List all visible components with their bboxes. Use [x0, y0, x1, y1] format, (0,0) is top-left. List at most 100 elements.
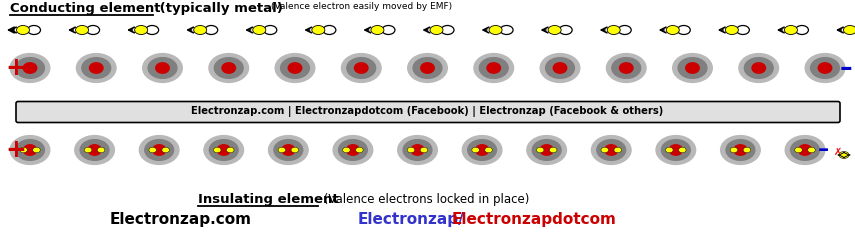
- Ellipse shape: [227, 147, 234, 153]
- Ellipse shape: [222, 63, 235, 73]
- Ellipse shape: [23, 63, 37, 73]
- Ellipse shape: [745, 58, 773, 78]
- Ellipse shape: [475, 145, 489, 155]
- Ellipse shape: [485, 147, 492, 153]
- Text: Electronzap.com | Electronzapdotcom (Facebook) | Electronzap (Facebook & others): Electronzap.com | Electronzapdotcom (Fac…: [191, 106, 663, 117]
- FancyBboxPatch shape: [16, 102, 840, 123]
- Ellipse shape: [553, 63, 567, 73]
- Ellipse shape: [601, 147, 609, 153]
- Ellipse shape: [656, 136, 696, 165]
- Ellipse shape: [23, 145, 37, 155]
- Ellipse shape: [343, 147, 351, 153]
- Ellipse shape: [10, 54, 50, 82]
- Ellipse shape: [620, 63, 633, 73]
- Ellipse shape: [489, 25, 502, 35]
- Ellipse shape: [413, 58, 442, 78]
- Ellipse shape: [839, 151, 849, 159]
- Ellipse shape: [85, 147, 91, 153]
- Ellipse shape: [607, 25, 620, 35]
- Ellipse shape: [355, 63, 368, 73]
- Ellipse shape: [666, 25, 679, 35]
- Ellipse shape: [725, 25, 739, 35]
- Ellipse shape: [10, 136, 50, 165]
- Ellipse shape: [82, 58, 110, 78]
- Ellipse shape: [420, 147, 428, 153]
- Text: Insulating element: Insulating element: [198, 193, 339, 206]
- Ellipse shape: [533, 140, 561, 160]
- Ellipse shape: [274, 140, 303, 160]
- Ellipse shape: [480, 58, 508, 78]
- Ellipse shape: [341, 54, 381, 82]
- Ellipse shape: [162, 147, 169, 153]
- Text: +: +: [5, 138, 26, 162]
- Text: Electronzapdotcom: Electronzapdotcom: [452, 212, 616, 227]
- Ellipse shape: [215, 58, 243, 78]
- Ellipse shape: [80, 140, 109, 160]
- Ellipse shape: [346, 145, 360, 155]
- Ellipse shape: [76, 54, 116, 82]
- Ellipse shape: [468, 140, 497, 160]
- Ellipse shape: [430, 25, 443, 35]
- Text: (Valence electrons locked in place): (Valence electrons locked in place): [320, 193, 529, 206]
- Ellipse shape: [743, 147, 751, 153]
- Ellipse shape: [421, 63, 434, 73]
- Ellipse shape: [152, 145, 166, 155]
- Ellipse shape: [278, 147, 286, 153]
- Ellipse shape: [540, 145, 553, 155]
- Ellipse shape: [281, 145, 295, 155]
- Ellipse shape: [291, 147, 298, 153]
- Ellipse shape: [818, 63, 832, 73]
- Ellipse shape: [90, 63, 103, 73]
- Text: –: –: [840, 56, 852, 80]
- Ellipse shape: [808, 147, 815, 153]
- Ellipse shape: [75, 25, 89, 35]
- Ellipse shape: [143, 54, 182, 82]
- Ellipse shape: [15, 58, 44, 78]
- Ellipse shape: [97, 147, 105, 153]
- Ellipse shape: [487, 63, 500, 73]
- Ellipse shape: [403, 140, 432, 160]
- Text: (Valence electron easily moved by EMF): (Valence electron easily moved by EMF): [271, 2, 452, 11]
- Ellipse shape: [398, 136, 437, 165]
- Ellipse shape: [214, 147, 221, 153]
- Ellipse shape: [597, 140, 626, 160]
- Ellipse shape: [669, 145, 682, 155]
- Ellipse shape: [280, 58, 310, 78]
- Ellipse shape: [463, 136, 502, 165]
- Ellipse shape: [474, 54, 514, 82]
- Ellipse shape: [673, 54, 712, 82]
- Ellipse shape: [32, 147, 40, 153]
- Ellipse shape: [550, 147, 557, 153]
- Ellipse shape: [339, 140, 368, 160]
- Ellipse shape: [217, 145, 231, 155]
- Ellipse shape: [139, 136, 179, 165]
- Ellipse shape: [686, 63, 699, 73]
- Ellipse shape: [795, 147, 802, 153]
- Text: Conducting element: Conducting element: [10, 2, 161, 15]
- Ellipse shape: [371, 25, 384, 35]
- Ellipse shape: [726, 140, 755, 160]
- Text: Electronzap/: Electronzap/: [358, 212, 465, 227]
- Ellipse shape: [548, 25, 561, 35]
- Ellipse shape: [268, 136, 308, 165]
- Ellipse shape: [527, 136, 567, 165]
- Ellipse shape: [791, 140, 819, 160]
- Ellipse shape: [134, 25, 148, 35]
- Ellipse shape: [148, 58, 177, 78]
- Ellipse shape: [288, 63, 302, 73]
- Ellipse shape: [209, 54, 249, 82]
- Ellipse shape: [20, 147, 27, 153]
- Ellipse shape: [811, 58, 840, 78]
- Ellipse shape: [407, 147, 415, 153]
- Ellipse shape: [730, 147, 738, 153]
- Ellipse shape: [209, 140, 239, 160]
- Ellipse shape: [149, 147, 156, 153]
- Ellipse shape: [785, 136, 825, 165]
- Ellipse shape: [194, 25, 207, 35]
- Ellipse shape: [662, 140, 690, 160]
- Ellipse shape: [799, 145, 811, 155]
- Ellipse shape: [844, 25, 855, 35]
- Ellipse shape: [805, 54, 845, 82]
- Ellipse shape: [204, 136, 244, 165]
- Ellipse shape: [88, 145, 102, 155]
